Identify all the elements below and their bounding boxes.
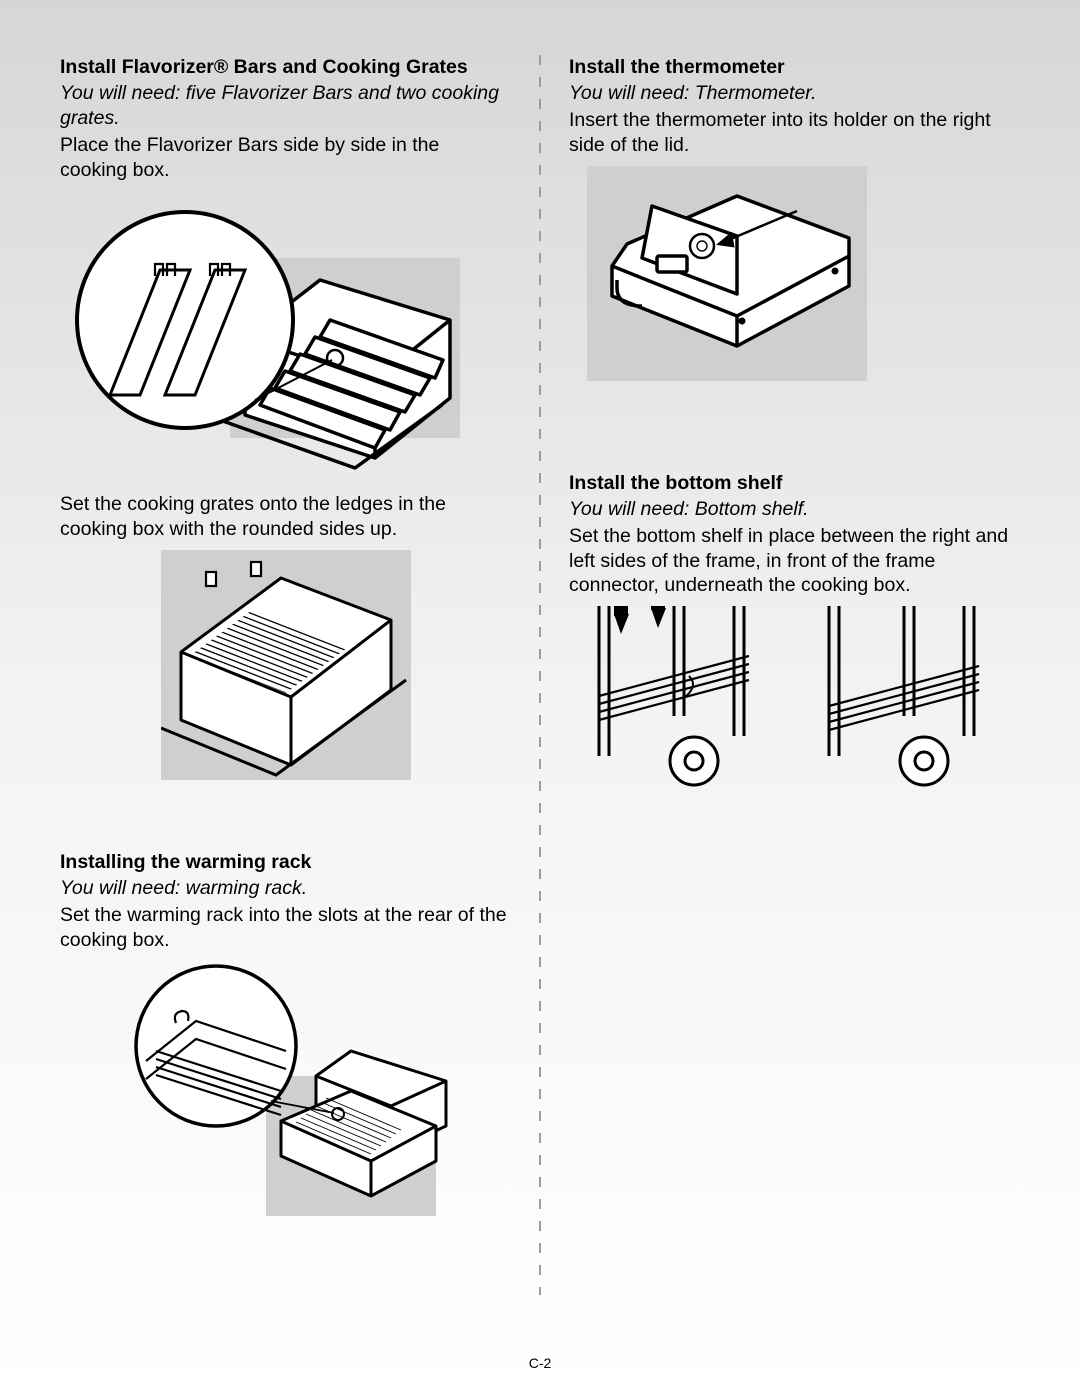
section-bottom-shelf: Install the bottom shelf You will need: … [569,471,1020,824]
need-warming: You will need: warming rack. [60,876,511,901]
body-shelf: Set the bottom shelf in place between th… [569,524,1020,598]
body-warming: Set the warming rack into the slots at t… [60,903,511,953]
column-divider [539,55,541,1295]
need-flavorizer: You will need: five Flavorizer Bars and … [60,81,511,131]
body-flavorizer-1: Place the Flavorizer Bars side by side i… [60,133,511,183]
page-content: Install Flavorizer® Bars and Cooking Gra… [60,55,1020,1295]
figure-flavorizer-bars [70,190,511,470]
heading-thermo: Install the thermometer [569,55,1020,79]
left-column: Install Flavorizer® Bars and Cooking Gra… [60,55,511,1295]
section-thermometer: Install the thermometer You will need: T… [569,55,1020,399]
right-column: Install the thermometer You will need: T… [569,55,1020,1295]
heading-shelf: Install the bottom shelf [569,471,1020,495]
heading-warming: Installing the warming rack [60,850,511,874]
figure-cooking-grates [60,550,511,780]
figure-thermometer [587,166,1020,381]
heading-flavorizer: Install Flavorizer® Bars and Cooking Gra… [60,55,511,79]
body-thermo: Insert the thermometer into its holder o… [569,108,1020,158]
body-flavorizer-2: Set the cooking grates onto the ledges i… [60,492,511,542]
section-flavorizer: Install Flavorizer® Bars and Cooking Gra… [60,55,511,798]
figure-bottom-shelf [579,606,1020,806]
page-number: C-2 [529,1355,552,1371]
need-shelf: You will need: Bottom shelf. [569,497,1020,522]
section-warming-rack: Installing the warming rack You will nee… [60,850,511,1249]
figure-warming-rack [60,961,511,1231]
need-thermo: You will need: Thermometer. [569,81,1020,106]
